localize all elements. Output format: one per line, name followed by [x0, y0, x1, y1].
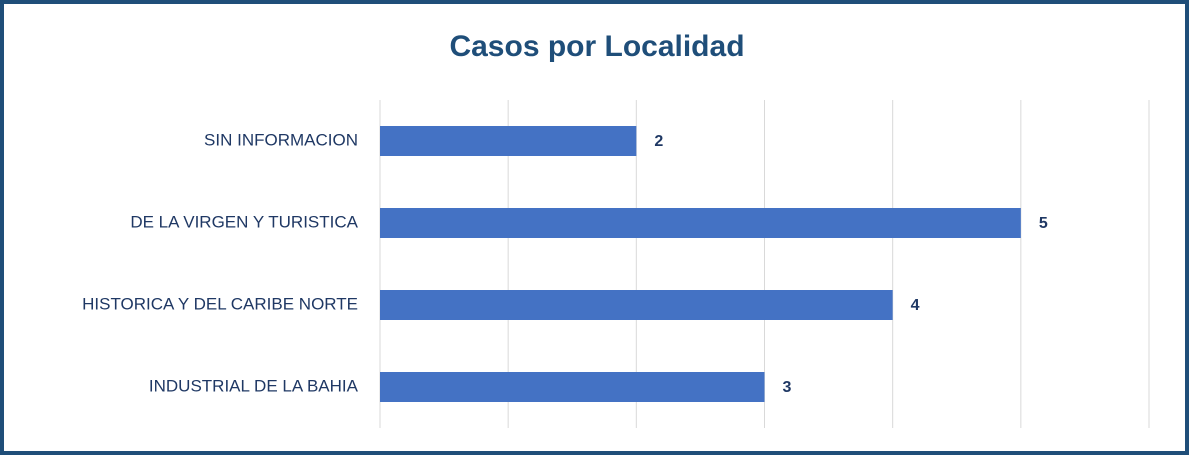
bar — [380, 372, 765, 402]
data-label: 4 — [911, 297, 920, 314]
y-tick-label: INDUSTRIAL DE LA BAHIA — [149, 376, 359, 395]
data-label: 3 — [783, 379, 792, 396]
y-tick-label: SIN INFORMACION — [204, 130, 358, 149]
bar — [380, 126, 637, 156]
bar — [380, 208, 1021, 238]
bar — [380, 290, 893, 320]
y-tick-label: HISTORICA Y DEL CARIBE NORTE — [82, 294, 358, 313]
chart-title: Casos por Localidad — [449, 30, 744, 63]
data-label: 5 — [1039, 215, 1048, 232]
y-tick-label: DE LA VIRGEN Y TURISTICA — [130, 212, 358, 231]
data-label: 2 — [654, 133, 663, 150]
